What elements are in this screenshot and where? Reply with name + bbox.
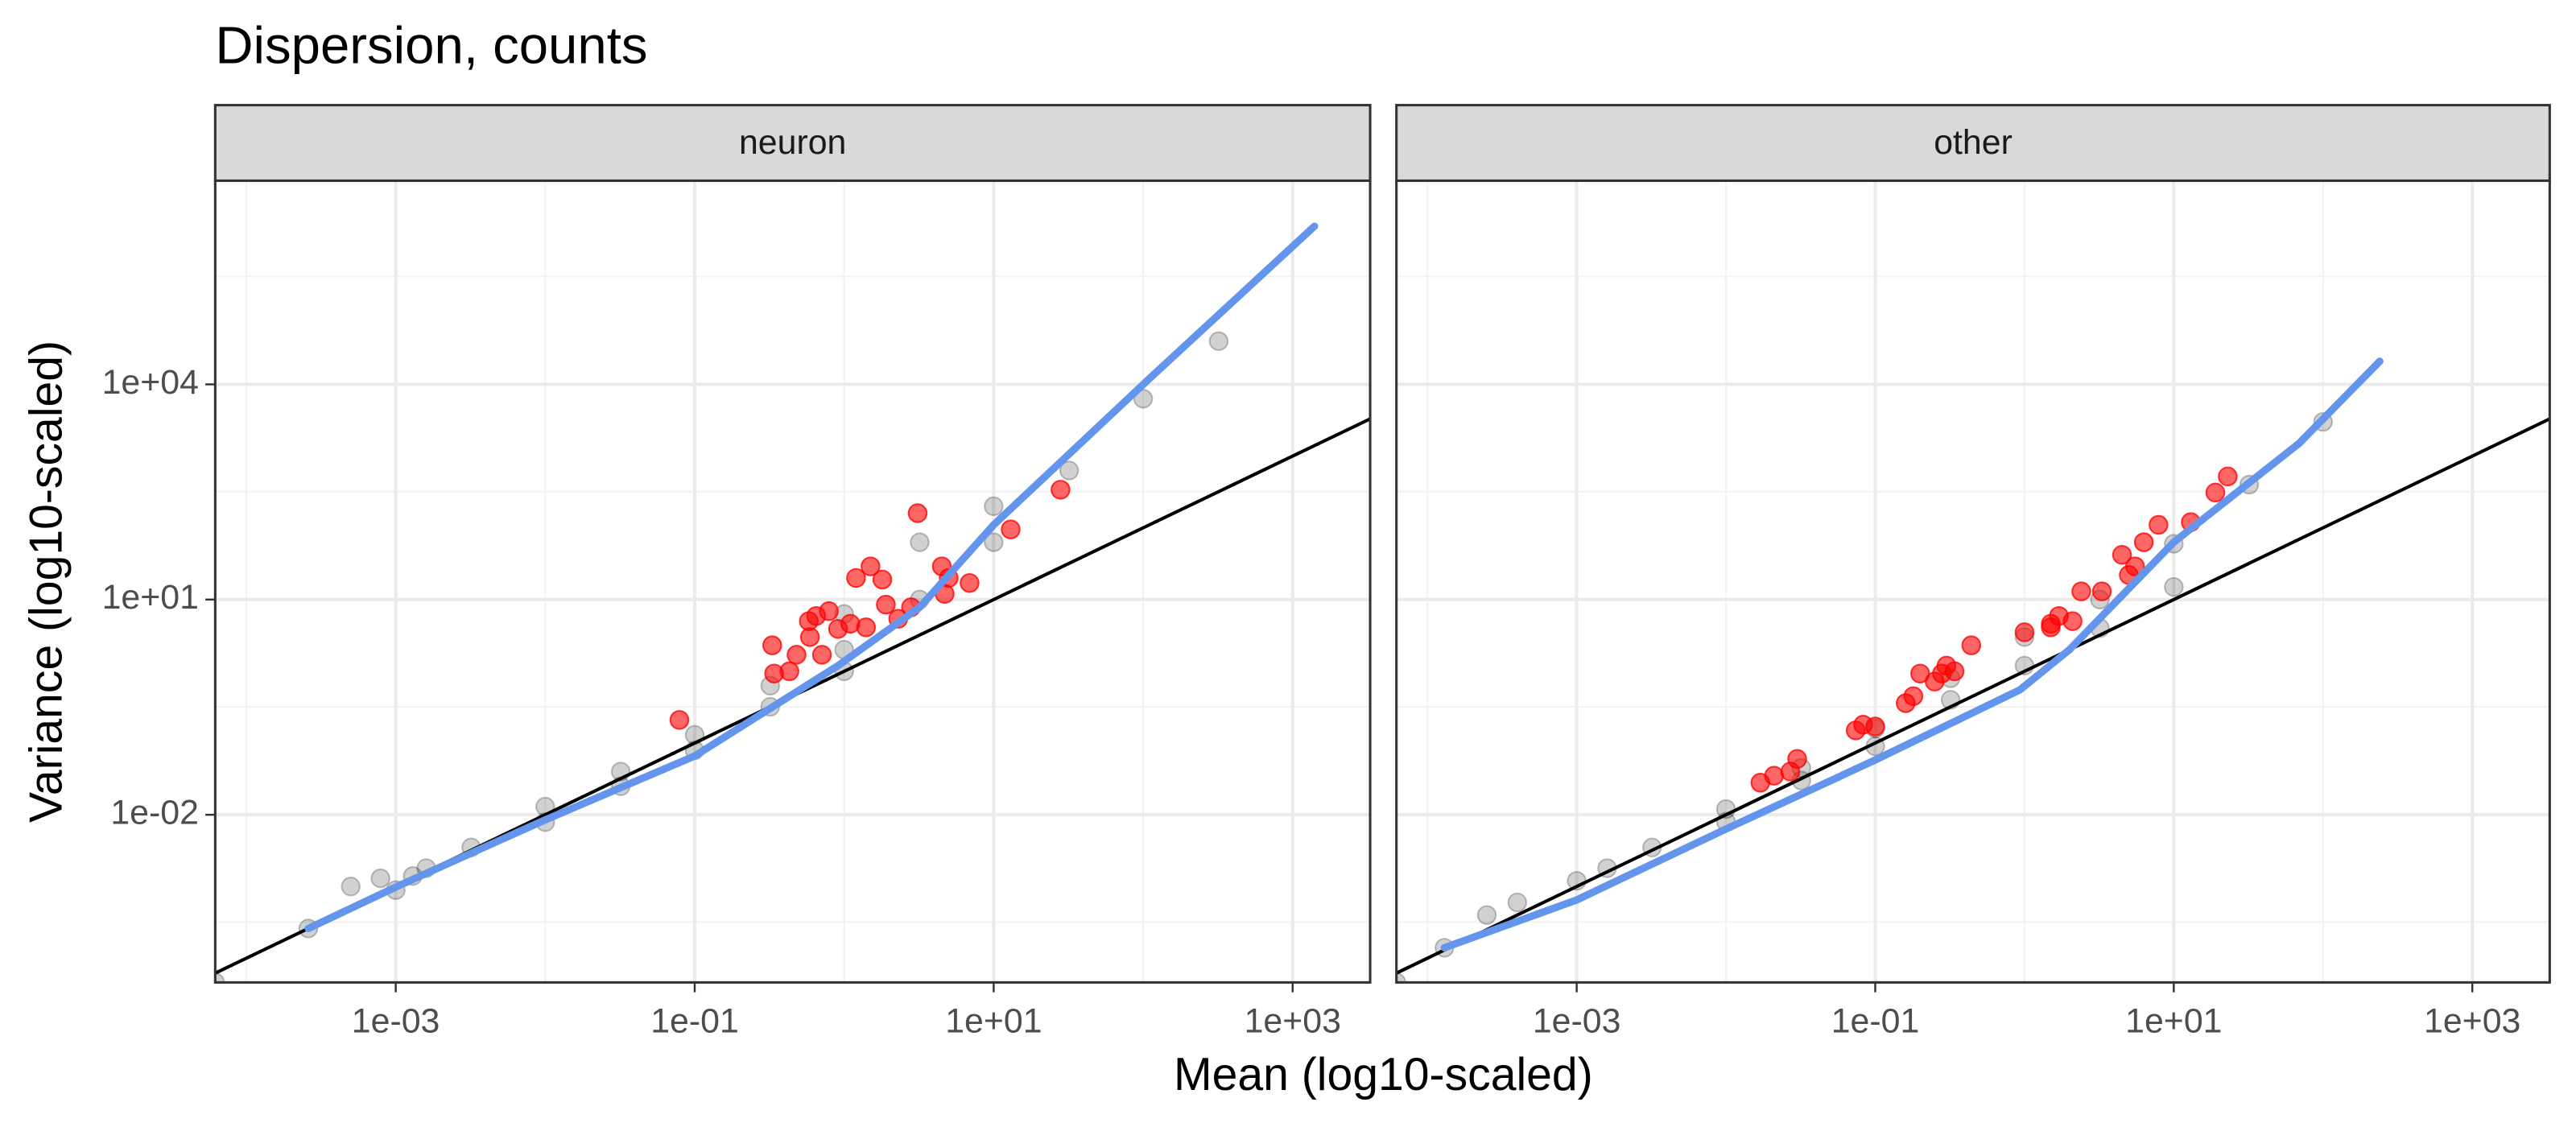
point: [2071, 581, 2091, 601]
point: [1940, 690, 1961, 710]
point: [1715, 799, 1736, 819]
y-axis-label: Variance (log10-scaled): [20, 341, 72, 823]
point: [1208, 331, 1229, 352]
point: [684, 724, 705, 745]
point: [2164, 576, 2184, 597]
point: [984, 532, 1004, 552]
point: [762, 635, 782, 655]
point: [786, 645, 807, 665]
point: [1396, 972, 1406, 983]
point: [2133, 532, 2154, 552]
point: [861, 556, 881, 576]
point: [2091, 581, 2112, 601]
point: [1567, 870, 1587, 891]
point: [1865, 716, 1885, 737]
x-tick-label: 1e+03: [1245, 1002, 1341, 1041]
point: [1642, 837, 1662, 858]
chart-title: Dispersion, counts: [215, 15, 647, 74]
x-tick-label: 1e-01: [650, 1002, 739, 1041]
point: [370, 868, 390, 889]
point: [2014, 622, 2035, 642]
panel: 1e-03 1e-01 1e+01 1e+03 other: [1395, 104, 2551, 1041]
point: [1932, 663, 1952, 683]
point: [2205, 482, 2226, 503]
y-tick-label: 1e+04: [102, 363, 199, 402]
point: [341, 876, 361, 897]
strip: [1395, 104, 2551, 183]
x-tick-label: 1e-03: [1533, 1002, 1621, 1041]
y-tick-label: 1e-02: [110, 793, 199, 832]
point: [1059, 460, 1080, 481]
point: [819, 601, 839, 621]
point: [1764, 766, 1785, 786]
panel-background: [1396, 180, 2550, 983]
point: [610, 762, 631, 782]
trend-line: [1440, 357, 2384, 952]
point: [811, 645, 832, 665]
point: [1051, 480, 1071, 500]
panel: 1e-03 1e-01 1e+01 1e+03 1e-02 1e+01 1e+04 neuro…: [102, 104, 1372, 1041]
y-tick-label: 1e+01: [102, 578, 199, 617]
point: [215, 972, 225, 983]
point: [1133, 389, 1154, 409]
point: [1476, 905, 1497, 925]
plot-area: [1396, 357, 2550, 983]
point: [1001, 519, 1021, 539]
point: [2218, 466, 2238, 487]
x-tick-label: 1e-03: [352, 1002, 440, 1041]
point: [876, 594, 896, 615]
point: [907, 503, 928, 523]
strip: [213, 104, 1372, 183]
point: [1507, 892, 1528, 913]
point: [1865, 736, 1885, 757]
point: [2014, 655, 2035, 676]
point: [910, 532, 930, 552]
point: [984, 496, 1004, 517]
point: [2062, 611, 2083, 631]
point: [2112, 545, 2132, 565]
point: [2149, 514, 2169, 535]
point: [1903, 686, 1924, 707]
point: [669, 710, 690, 730]
trend-line: [304, 222, 1319, 932]
x-axis-label: Mean (log10-scaled): [1174, 1049, 1593, 1100]
point: [872, 569, 893, 590]
plot-area: [215, 222, 1371, 983]
point: [856, 617, 877, 638]
x-tick-label: 1e+01: [2125, 1002, 2222, 1041]
point: [799, 627, 820, 647]
point: [1597, 858, 1617, 878]
point: [1961, 635, 1982, 655]
identity-line: [1396, 417, 2550, 975]
point: [846, 568, 866, 588]
point: [1787, 749, 1807, 770]
x-tick-label: 1e+01: [945, 1002, 1042, 1041]
x-tick-label: 1e-01: [1831, 1002, 1920, 1041]
point: [535, 796, 555, 817]
strip-label: neuron: [739, 123, 846, 162]
point: [2041, 617, 2061, 638]
point: [960, 573, 980, 593]
panel-background: [215, 180, 1371, 983]
strip-label: other: [1934, 123, 2013, 162]
point: [779, 661, 799, 682]
x-tick-label: 1e+03: [2424, 1002, 2520, 1041]
